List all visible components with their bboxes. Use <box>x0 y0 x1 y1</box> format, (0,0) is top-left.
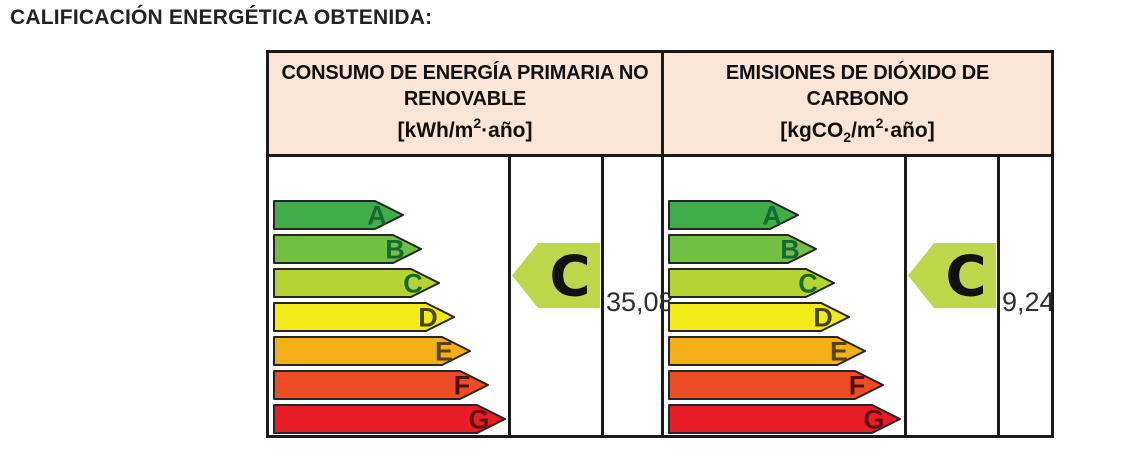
band-E: E <box>273 336 471 367</box>
band-letter: F <box>454 371 471 401</box>
band-F: F <box>668 370 884 401</box>
formula-sup: 2 <box>875 115 884 131</box>
band-letter: A <box>367 201 387 231</box>
panel-title-line2: RENOVABLE <box>403 88 527 110</box>
rating-indicator-arrow: C <box>512 243 600 308</box>
band-letter: G <box>863 405 884 435</box>
panel-units-formula: [kgCO2/m2·año] <box>664 115 1051 146</box>
panel-title-line2: CARBONO <box>806 88 909 110</box>
rating-indicator-column: C <box>904 157 1000 435</box>
band-E: E <box>668 336 866 367</box>
rating-value-column: 9,24 <box>1000 157 1055 435</box>
rating-value: 35,08 <box>606 287 674 317</box>
band-shape <box>668 234 817 264</box>
band-shape <box>668 336 866 366</box>
band-D: D <box>273 302 455 333</box>
band-shape <box>668 370 884 400</box>
rating-value-column: 35,08 <box>604 157 674 435</box>
panel-primary-energy: CONSUMO DE ENERGÍA PRIMARIA NO RENOVABLE… <box>269 53 674 435</box>
band-B: B <box>668 234 817 265</box>
indicator-shape <box>512 243 600 308</box>
panel-co2-emissions: EMISIONES DE DIÓXIDO DE CARBONO [kgCO2/m… <box>664 53 1055 435</box>
indicator-letter: C <box>945 245 986 309</box>
band-C: C <box>668 268 835 299</box>
band-shape <box>273 200 404 230</box>
band-shape <box>273 336 471 366</box>
band-letter: F <box>849 371 866 401</box>
band-shape <box>668 200 799 230</box>
panel-title: CONSUMO DE ENERGÍA PRIMARIA NO RENOVABLE <box>269 60 661 112</box>
band-shape <box>273 234 422 264</box>
panel-title-line1: CONSUMO DE ENERGÍA PRIMARIA NO <box>281 62 649 84</box>
band-shape <box>668 404 901 434</box>
band-shape <box>273 268 440 298</box>
band-letter: D <box>418 303 438 333</box>
band-letter: G <box>468 405 489 435</box>
panel-title-line1: EMISIONES DE DIÓXIDO DE <box>725 62 990 84</box>
formula-mid: /m <box>851 119 876 142</box>
formula-prefix: [kWh/m <box>397 119 474 142</box>
rating-indicator-column: C <box>508 157 604 435</box>
band-F: F <box>273 370 489 401</box>
band-shape <box>273 370 489 400</box>
page-title: CALIFICACIÓN ENERGÉTICA OBTENIDA: <box>10 6 433 29</box>
band-B: B <box>273 234 422 265</box>
formula-suffix: ·año] <box>481 119 533 142</box>
panel-units-formula: [kWh/m2·año] <box>269 115 661 143</box>
formula-prefix: [kgCO <box>780 119 844 142</box>
formula-sub: 2 <box>843 129 852 146</box>
band-letter: A <box>762 201 782 231</box>
band-G: G <box>668 404 901 435</box>
band-A: A <box>273 200 404 231</box>
formula-sup: 2 <box>473 115 482 131</box>
indicator-shape <box>908 243 996 308</box>
rating-value: 9,24 <box>1002 287 1055 317</box>
indicator-letter: C <box>549 245 590 309</box>
panel-header: CONSUMO DE ENERGÍA PRIMARIA NO RENOVABLE… <box>269 53 661 157</box>
band-letter: B <box>780 235 800 265</box>
band-letter: E <box>435 337 453 367</box>
formula-suffix: ·año] <box>883 119 935 142</box>
band-G: G <box>273 404 506 435</box>
band-A: A <box>668 200 799 231</box>
band-shape <box>273 404 506 434</box>
band-D: D <box>668 302 850 333</box>
band-shape <box>668 268 835 298</box>
rating-table: CONSUMO DE ENERGÍA PRIMARIA NO RENOVABLE… <box>266 50 1055 438</box>
band-letter: E <box>830 337 848 367</box>
band-letter: D <box>813 303 833 333</box>
panel-header: EMISIONES DE DIÓXIDO DE CARBONO [kgCO2/m… <box>664 53 1051 157</box>
band-letter: B <box>385 235 405 265</box>
band-C: C <box>273 268 440 299</box>
rating-indicator-arrow: C <box>908 243 996 308</box>
band-shape <box>668 302 850 332</box>
band-shape <box>273 302 455 332</box>
band-letter: C <box>403 269 423 299</box>
band-letter: C <box>798 269 818 299</box>
panel-title: EMISIONES DE DIÓXIDO DE CARBONO <box>664 60 1051 112</box>
